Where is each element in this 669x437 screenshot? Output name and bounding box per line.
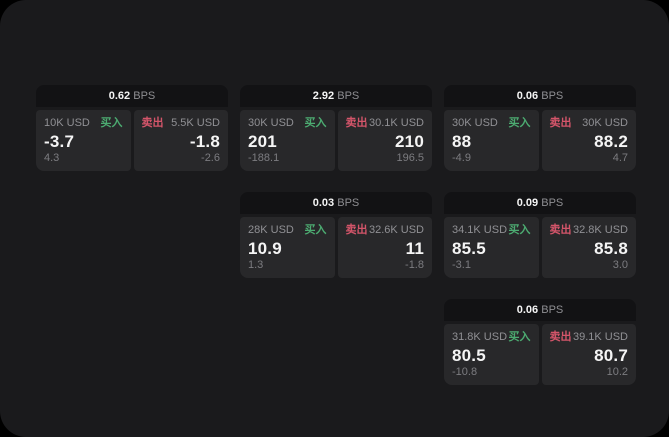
bps-header: 0.09 BPS: [444, 192, 636, 214]
buy-size: 28K USD: [248, 224, 294, 236]
buy-badge: 买入: [508, 117, 531, 129]
buy-badge: 买入: [508, 331, 531, 343]
quote-card: 0.06 BPS 31.8K USD 买入 80.5 -10.8 卖出 39.1…: [444, 299, 636, 385]
sell-badge: 卖出: [345, 224, 368, 236]
sell-panel[interactable]: 卖出 39.1K USD 80.7 10.2: [541, 324, 636, 385]
buy-price: 85.5: [452, 238, 486, 258]
sell-price: 85.8: [594, 238, 628, 258]
buy-badge: 买入: [304, 117, 327, 129]
bps-header: 0.06 BPS: [444, 299, 636, 321]
quote-card: 2.92 BPS 30K USD 买入 201 -188.1 卖出 30.1K …: [240, 85, 432, 171]
sell-price: 88.2: [594, 131, 628, 151]
sell-badge: 卖出: [549, 224, 572, 236]
buy-change: -3.1: [452, 259, 471, 271]
bps-header: 0.62 BPS: [36, 85, 228, 107]
quote-card: 0.03 BPS 28K USD 买入 10.9 1.3 卖出 32.6K US…: [240, 192, 432, 278]
sell-badge: 卖出: [549, 117, 572, 129]
buy-panel[interactable]: 34.1K USD 买入 85.5 -3.1: [444, 217, 539, 278]
bps-value: 2.92: [312, 90, 335, 102]
bps-suffix: BPS: [337, 197, 360, 209]
quote-card: 0.62 BPS 10K USD 买入 -3.7 4.3 卖出 5.5K USD…: [36, 85, 228, 171]
sell-panel[interactable]: 卖出 30.1K USD 210 196.5: [337, 110, 432, 171]
buy-price: 80.5: [452, 345, 486, 365]
buy-price: 201: [248, 131, 277, 151]
buy-size: 30K USD: [248, 117, 294, 129]
bps-header: 0.03 BPS: [240, 192, 432, 214]
buy-size: 31.8K USD: [452, 331, 508, 343]
sell-change: -2.6: [201, 152, 220, 164]
sell-size: 30.1K USD: [368, 117, 424, 129]
bps-suffix: BPS: [337, 90, 360, 102]
buy-panel[interactable]: 30K USD 买入 201 -188.1: [240, 110, 335, 171]
sell-size: 30K USD: [582, 117, 628, 129]
buy-panel[interactable]: 31.8K USD 买入 80.5 -10.8: [444, 324, 539, 385]
buy-price: 10.9: [248, 238, 282, 258]
buy-size: 10K USD: [44, 117, 90, 129]
buy-badge: 买入: [508, 224, 531, 236]
sell-change: 3.0: [612, 259, 628, 271]
bps-suffix: BPS: [133, 90, 156, 102]
buy-price: 88: [452, 131, 472, 151]
bps-header: 2.92 BPS: [240, 85, 432, 107]
buy-change: -4.9: [452, 152, 471, 164]
quote-card: 0.09 BPS 34.1K USD 买入 85.5 -3.1 卖出 32.8K…: [444, 192, 636, 278]
sell-badge: 卖出: [549, 331, 572, 343]
buy-panel[interactable]: 28K USD 买入 10.9 1.3: [240, 217, 335, 278]
buy-badge: 买入: [304, 224, 327, 236]
sell-size: 32.6K USD: [368, 224, 424, 236]
buy-panel[interactable]: 30K USD 买入 88 -4.9: [444, 110, 539, 171]
buy-panel[interactable]: 10K USD 买入 -3.7 4.3: [36, 110, 131, 171]
bps-value: 0.09: [516, 197, 539, 209]
sell-panel[interactable]: 卖出 32.6K USD 11 -1.8: [337, 217, 432, 278]
sell-price: -1.8: [189, 131, 220, 151]
buy-size: 30K USD: [452, 117, 498, 129]
bps-value: 0.06: [516, 304, 539, 316]
sell-badge: 卖出: [141, 117, 164, 129]
buy-price: -3.7: [44, 131, 75, 151]
bps-suffix: BPS: [541, 304, 564, 316]
quote-card: 0.06 BPS 30K USD 买入 88 -4.9 卖出 30K USD 8…: [444, 85, 636, 171]
sell-badge: 卖出: [345, 117, 368, 129]
bps-header: 0.06 BPS: [444, 85, 636, 107]
sell-change: 10.2: [606, 366, 628, 378]
sell-size: 32.8K USD: [572, 224, 628, 236]
buy-change: -188.1: [248, 152, 280, 164]
buy-change: 4.3: [44, 152, 60, 164]
sell-change: 4.7: [612, 152, 628, 164]
bps-suffix: BPS: [541, 90, 564, 102]
bps-suffix: BPS: [541, 197, 564, 209]
buy-badge: 买入: [100, 117, 123, 129]
sell-panel[interactable]: 卖出 32.8K USD 85.8 3.0: [541, 217, 636, 278]
sell-panel[interactable]: 卖出 5.5K USD -1.8 -2.6: [133, 110, 228, 171]
bps-value: 0.62: [108, 90, 131, 102]
sell-change: 196.5: [396, 152, 424, 164]
sell-size: 39.1K USD: [572, 331, 628, 343]
buy-change: -10.8: [452, 366, 478, 378]
bps-value: 0.06: [516, 90, 539, 102]
sell-price: 80.7: [594, 345, 628, 365]
sell-change: -1.8: [405, 259, 424, 271]
sell-size: 5.5K USD: [171, 117, 220, 129]
buy-change: 1.3: [248, 259, 264, 271]
buy-size: 34.1K USD: [452, 224, 508, 236]
sell-price: 11: [405, 238, 424, 258]
sell-price: 210: [395, 131, 424, 151]
bps-value: 0.03: [312, 197, 335, 209]
sell-panel[interactable]: 卖出 30K USD 88.2 4.7: [541, 110, 636, 171]
